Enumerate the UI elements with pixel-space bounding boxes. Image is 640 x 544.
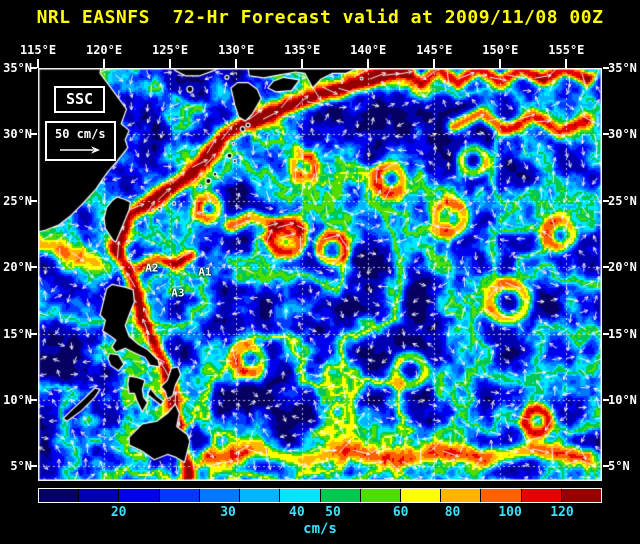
colorbar-cell [39, 489, 80, 502]
colorbar-cell [159, 489, 200, 502]
lat-axis-label-right: 10°N [608, 392, 637, 407]
lat-axis-tick [31, 398, 37, 401]
colorbar-cell [119, 489, 160, 502]
colorbar-cell [320, 489, 361, 502]
lat-axis-label-right: 35°N [608, 61, 637, 75]
lon-axis-label: 125°E [152, 43, 189, 57]
scale-label: 50 cm/s [55, 127, 106, 141]
colorbar-tick-labels: 20 30 40 50 60 80 100 120 [38, 505, 602, 520]
colorbar-units: cm/s [303, 521, 337, 537]
colorbar [38, 488, 602, 503]
sea-surface-current-map [38, 68, 602, 481]
lon-axis-tick [367, 59, 370, 68]
colorbar-tick-label: 100 [498, 505, 522, 520]
colorbar-cell [400, 489, 442, 502]
colorbar-cell [199, 489, 241, 502]
colorbar-tick-label: 20 [110, 505, 127, 520]
colorbar-tick-label: 60 [392, 505, 409, 520]
lon-axis-label: 120°E [85, 43, 123, 57]
lat-axis-tick [603, 133, 609, 136]
lon-axis-tick [301, 59, 304, 68]
colorbar-cell [561, 489, 602, 502]
lon-axis-label: 155°E [548, 43, 585, 57]
annotation-a2: A2 [145, 261, 159, 275]
vector-scale-legend: 50 cm/s [45, 121, 116, 161]
lon-axis-tick [433, 59, 436, 68]
colorbar-cell [441, 489, 482, 502]
lat-axis-label-right: 30°N [608, 127, 637, 142]
colorbar-tick-label: 80 [444, 505, 461, 520]
lat-axis-tick [603, 332, 609, 335]
lat-axis-tick [603, 398, 609, 401]
variable-legend: SSC [54, 86, 106, 113]
lon-axis-tick [235, 59, 238, 68]
lon-axis-label: 135°E [284, 43, 321, 57]
lat-axis-label-right: 15°N [608, 326, 637, 341]
lon-axis-tick [499, 59, 502, 68]
lat-axis-label-left: 25°N [3, 193, 32, 208]
lat-axis-tick [31, 332, 37, 335]
lat-axis-label-left: 35°N [3, 61, 32, 75]
lon-axis-tick [37, 59, 39, 68]
colorbar-tick-label: 30 [220, 505, 236, 520]
lat-axis-tick [31, 266, 37, 269]
variable-label: SSC [66, 90, 94, 108]
lon-axis-label: 140°E [350, 43, 387, 57]
lat-axis-label-right: 25°N [608, 193, 637, 208]
annotation-a1: A1 [198, 265, 212, 279]
map-panel: SSC 50 cm/s A1 A2 A3 [38, 68, 602, 481]
scale-arrow-icon [60, 146, 101, 154]
lat-axis-label-right: 20°N [608, 260, 637, 275]
lat-axis-tick [603, 266, 609, 269]
lon-axis-label: 150°E [482, 43, 519, 57]
lat-axis-tick [603, 465, 609, 468]
lat-axis-tick [31, 465, 37, 468]
lon-axis-label: 115°E [19, 43, 57, 57]
colorbar-cell [521, 489, 562, 502]
figure-title: NRL EASNFS 72-Hr Forecast valid at 2009/… [36, 7, 604, 28]
lat-axis-tick [603, 199, 609, 202]
colorbar-cell [280, 489, 321, 502]
lat-axis-label-left: 15°N [3, 326, 32, 341]
lat-axis-label-right: 5°N [608, 459, 630, 474]
lat-axis-tick [31, 199, 37, 202]
lat-axis-label-left: 10°N [3, 392, 32, 407]
lon-axis-tick [103, 59, 106, 68]
colorbar-tick-label: 40 [289, 505, 305, 520]
lon-axis-label: 145°E [416, 43, 453, 57]
annotation-a3: A3 [171, 286, 185, 300]
lon-axis-tick [565, 59, 568, 68]
lat-axis-label-left: 20°N [3, 260, 32, 275]
lon-axis-tick [169, 59, 172, 68]
lat-axis-tick [31, 67, 37, 69]
colorbar-cell [79, 489, 120, 502]
colorbar-tick-label: 120 [550, 505, 574, 520]
colorbar-cell [240, 489, 281, 502]
lat-axis-label-left: 30°N [3, 127, 32, 142]
colorbar-tick-label: 50 [325, 505, 341, 520]
lat-axis-label-left: 5°N [10, 459, 32, 474]
colorbar-cell [481, 489, 522, 502]
lat-axis-tick [31, 133, 37, 136]
colorbar-cell [360, 489, 401, 502]
lat-axis-tick [603, 67, 609, 69]
lon-axis-label: 130°E [218, 43, 255, 57]
